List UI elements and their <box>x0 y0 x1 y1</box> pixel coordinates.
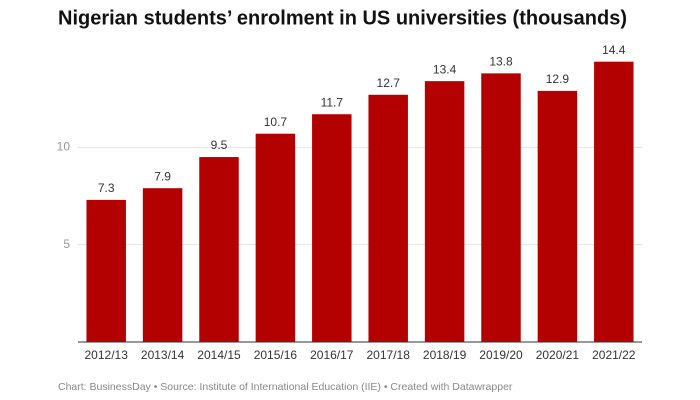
x-tick-label: 2018/19 <box>423 348 467 362</box>
bar <box>368 94 408 342</box>
x-tick-label: 2020/21 <box>536 348 580 362</box>
bar <box>199 157 239 342</box>
chart-title: Nigerian students’ enrolment in US unive… <box>58 7 627 29</box>
bar <box>255 133 296 342</box>
bar <box>142 188 183 342</box>
footer: Chart: BusinessDay • Source: Institute o… <box>58 381 513 393</box>
bar <box>594 61 634 343</box>
bar <box>86 199 126 342</box>
x-tick-label: 2016/17 <box>310 348 354 362</box>
bar <box>537 90 578 342</box>
x-tick-label: 2013/14 <box>141 348 185 362</box>
x-tick-label: 2015/16 <box>254 348 298 362</box>
x-tick-label: 2021/22 <box>592 348 636 362</box>
value-label: 12.9 <box>546 72 570 86</box>
x-tick-label: 2019/20 <box>479 348 523 362</box>
value-label: 9.5 <box>211 138 228 152</box>
x-tick-label: 2014/15 <box>197 348 241 362</box>
value-label: 7.9 <box>154 169 171 183</box>
bar <box>424 81 465 342</box>
value-label: 7.3 <box>98 181 115 195</box>
value-label: 12.7 <box>377 76 401 90</box>
value-label: 13.8 <box>489 55 513 69</box>
value-label: 10.7 <box>264 115 288 129</box>
bar <box>481 73 521 343</box>
bar <box>312 114 352 343</box>
value-label: 11.7 <box>321 95 344 109</box>
value-label: 13.4 <box>433 62 457 76</box>
y-tick-label: 5 <box>63 237 70 251</box>
value-label: 14.4 <box>602 43 626 57</box>
x-tick-label: 2012/13 <box>85 348 129 362</box>
y-tick-label: 10 <box>57 140 71 154</box>
x-tick-label: 2017/18 <box>367 348 411 362</box>
